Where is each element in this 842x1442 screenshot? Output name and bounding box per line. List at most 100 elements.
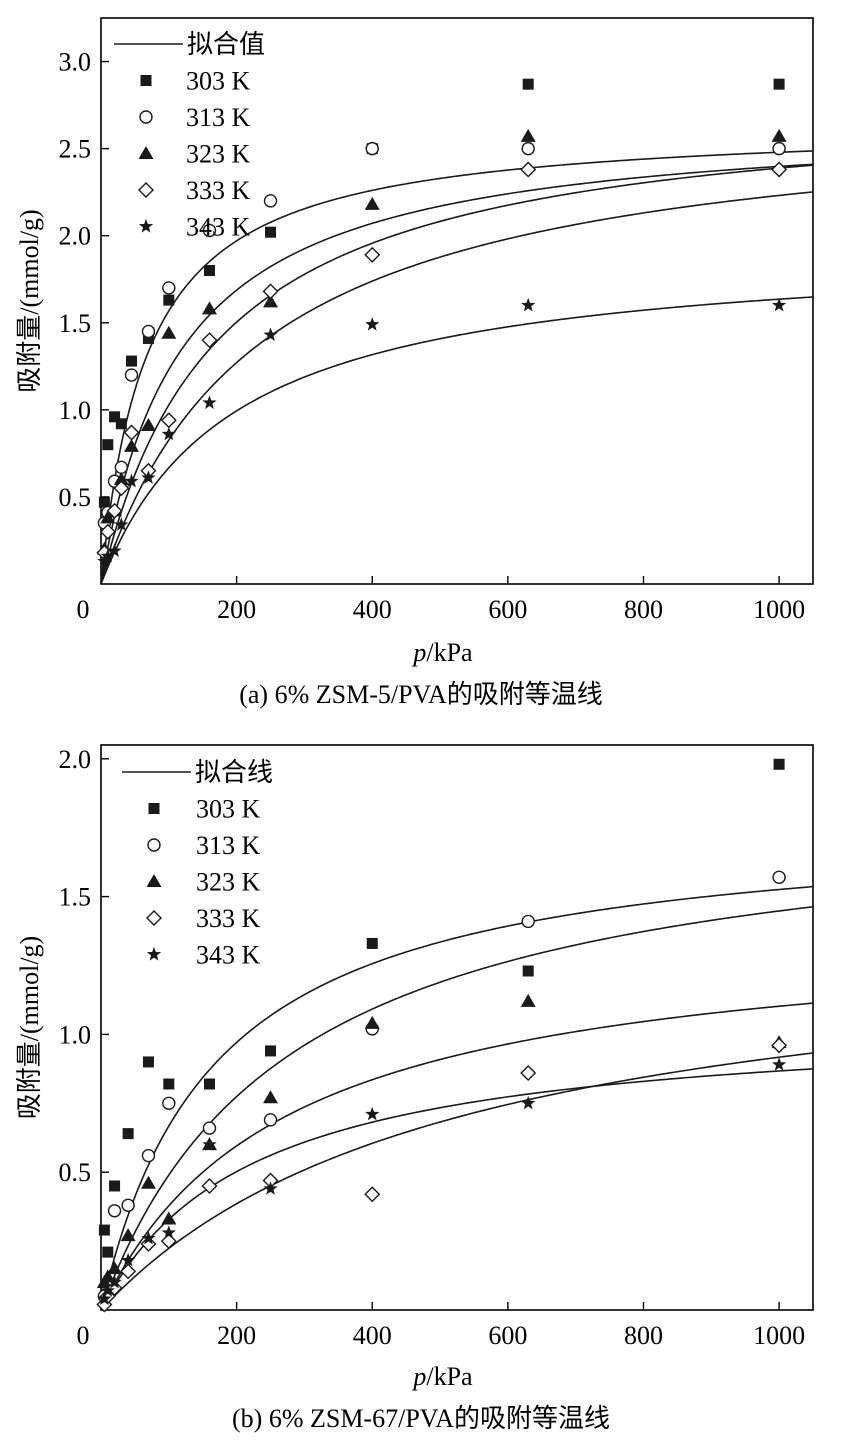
a-x-tick-label-1: 200 [217,595,256,624]
b-point-333k-10 [771,1037,788,1054]
a-x-axis-unit: /kPa [426,638,473,667]
b-fit-curve-303k [100,885,814,1311]
b-point-343k-10 [771,1057,787,1071]
a-point-303k-0 [98,496,110,508]
a-point-313k-9 [365,141,379,156]
a-point-313k-5 [141,324,156,339]
a-plot-frame [100,17,814,585]
b-point-343k-0 [97,1291,112,1306]
b-point-303k-9 [522,965,534,977]
a-fit-curve-343k [100,296,814,585]
b-point-313k-7 [263,1113,278,1127]
b-y-tick-label-0: 0.5 [59,1158,92,1187]
b-legend-fit-label: 拟合线 [195,758,273,787]
b-point-333k-9 [520,1064,537,1081]
b-point-303k-4 [142,1056,154,1068]
a-point-333k-1 [99,523,116,540]
a-point-323k-6 [161,325,177,339]
a-point-303k-10 [522,78,534,90]
b-point-333k-6 [201,1177,218,1194]
b-point-323k-1 [100,1269,116,1283]
a-point-333k-7 [201,332,218,349]
b-point-333k-8 [364,1186,381,1203]
a-legend-fit-label: 拟合值 [187,30,265,59]
a-fit-curve-313k [100,163,814,585]
b-point-303k-2 [109,1180,121,1192]
b-point-313k-2 [107,1204,122,1218]
a-point-333k-3 [113,480,130,497]
b-point-303k-5 [163,1078,175,1090]
a-x-axis-label: p/kPa [411,638,473,667]
b-fit-curve-343k [100,1068,814,1311]
b-x-axis-unit: /kPa [426,1362,473,1391]
a-point-323k-3 [113,472,129,486]
a-point-303k-11 [773,78,785,90]
a-point-323k-11 [771,128,787,142]
b-x-tick-label-0: 0 [77,1321,90,1350]
a-y-tick-label-2: 1.5 [59,309,92,338]
b-point-313k-10 [772,870,786,884]
b-legend-label-0: 303 K [196,795,261,824]
a-point-333k-10 [520,161,537,178]
b-point-343k-3 [120,1252,136,1267]
a-point-343k-4 [124,473,139,488]
b-point-343k-8 [365,1106,380,1121]
b-point-303k-7 [265,1045,277,1057]
b-x-tick-label-3: 600 [488,1321,527,1350]
a-point-303k-1 [102,439,114,451]
a-point-343k-6 [161,426,176,441]
a-point-333k-2 [106,502,123,519]
b-x-tick-label-4: 800 [624,1321,663,1350]
b-legend-label-1: 313 K [196,831,261,860]
a-point-343k-2 [107,543,122,557]
a-point-303k-7 [203,265,215,277]
b-legend-marker-4 [146,947,162,961]
b-x-tick-label-1: 200 [217,1321,256,1350]
a-legend-label-2: 323 K [186,140,251,169]
a-x-tick-label-3: 600 [488,595,527,624]
b-point-323k-4 [140,1175,156,1189]
a-point-303k-2 [109,411,121,423]
a-point-343k-7 [202,395,217,409]
b-point-303k-10 [773,758,785,770]
a-point-343k-9 [365,317,380,331]
b-point-343k-2 [107,1274,122,1289]
a-point-333k-4 [123,424,140,441]
a-legend: 拟合值 303 K 313 K 323 K 333 K 343 K [114,30,265,242]
a-legend-marker-1 [139,110,153,124]
b-point-313k-6 [202,1121,217,1135]
b-point-313k-4 [141,1148,156,1163]
b-point-333k-5 [160,1233,177,1250]
b-point-323k-2 [107,1261,123,1275]
b-point-343k-6 [202,1137,217,1151]
panel-a-chart: 0 200 400 600 800 1000 0.5 1.0 1.5 2.0 2.5 3.0 吸附量/(… [15,17,814,709]
a-y-tick-label-4: 2.5 [59,135,92,164]
a-legend-marker-0 [140,75,152,86]
a-x-tick-label-4: 800 [624,595,663,624]
b-point-343k-4 [141,1230,156,1245]
b-point-323k-8 [364,1015,380,1029]
b-legend-marker-0 [148,803,160,814]
a-point-313k-6 [162,281,176,295]
b-point-303k-1 [102,1246,114,1258]
a-point-303k-5 [142,332,154,344]
a-point-313k-7 [202,223,217,238]
b-point-303k-3 [122,1128,134,1140]
b-legend-marker-3 [146,910,162,926]
b-point-333k-3 [120,1263,137,1280]
a-y-tick-label-1: 1.0 [59,396,92,425]
a-point-333k-6 [160,412,177,429]
a-point-343k-11 [771,297,787,312]
a-point-313k-11 [772,141,786,156]
a-x-tick-label-2: 400 [353,595,392,624]
a-point-323k-1 [100,510,116,524]
a-point-323k-7 [201,301,217,315]
b-x-axis-label: p/kPa [411,1362,473,1391]
b-point-303k-6 [203,1078,215,1090]
a-legend-label-0: 303 K [186,67,251,96]
a-legend-label-3: 333 K [186,176,251,205]
a-point-333k-9 [364,246,381,263]
b-fit-curve-323k [100,1002,814,1311]
b-point-303k-8 [366,937,378,949]
b-point-333k-4 [140,1235,157,1252]
